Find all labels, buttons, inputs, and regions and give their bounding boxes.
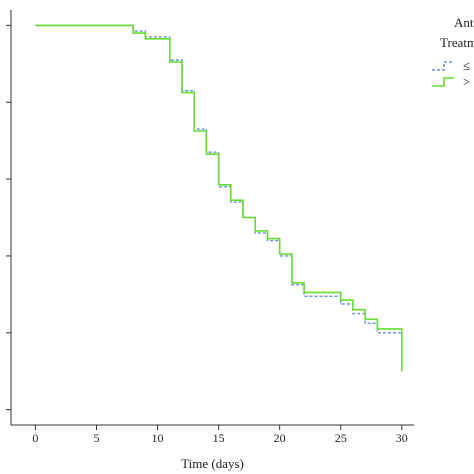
x-tick-label: 25 (335, 431, 347, 445)
x-axis-title: Time (days) (181, 456, 244, 471)
x-tick-label: 5 (93, 431, 99, 445)
series-line-2 (35, 24, 403, 372)
legend-label: > (463, 74, 470, 89)
legend-key-2 (432, 77, 454, 87)
series-line-1 (35, 24, 403, 372)
x-tick-label: 30 (396, 431, 408, 445)
legend-title-line: Ant (454, 15, 474, 30)
legend: Ant Treatm ≤> (432, 15, 474, 89)
x-tick-label: 0 (32, 431, 38, 445)
legend-label: ≤ (463, 58, 470, 73)
legend-key-1 (432, 61, 454, 71)
x-tick-label: 20 (274, 431, 286, 445)
x-tick-label: 15 (213, 431, 225, 445)
legend-title-line: Treatm (440, 35, 474, 50)
plot-area (35, 24, 403, 372)
x-tick-label: 10 (152, 431, 164, 445)
chart-axes: 0 5 10 15 20 25 30 (6, 10, 414, 445)
